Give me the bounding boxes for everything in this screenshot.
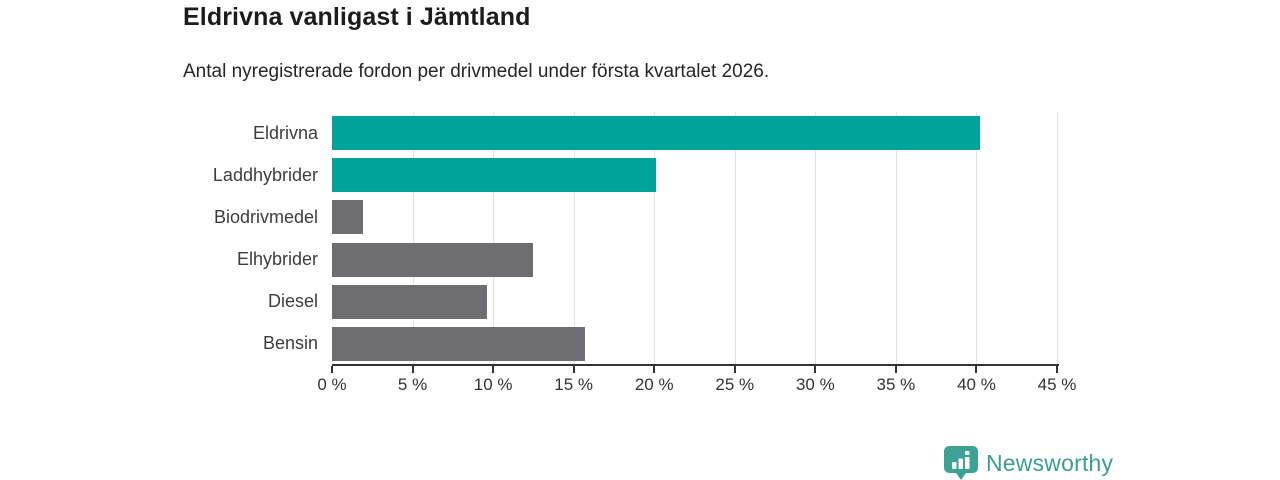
x-tick-0: [331, 366, 333, 373]
x-tick-20: [653, 366, 656, 373]
bar-track: [332, 242, 1057, 277]
category-label-biodrivmedel: Biodrivmedel: [213, 206, 318, 227]
x-tick-label-5: 5 %: [397, 375, 428, 394]
x-tick-label-25: 25 %: [715, 375, 755, 394]
bar-chart: Eldrivna Laddhybrider Biodrivmedel Elhybrid…: [183, 112, 1088, 412]
category-label-diesel: Diesel: [267, 291, 318, 312]
x-tick-45: [1056, 366, 1058, 373]
bar-track: [332, 326, 1057, 361]
gridline-20: [654, 112, 656, 365]
bar-biodrivmedel: [332, 200, 363, 235]
x-tick-30: [814, 366, 817, 373]
chart-row-eldrivna: Eldrivna: [183, 112, 1088, 154]
x-tick-label-40: 40 %: [957, 375, 996, 394]
bar-track: [332, 158, 1057, 193]
chart-row-bensin: Bensin: [183, 323, 1088, 365]
x-tick-25: [733, 366, 736, 373]
x-tick-label-30: 30 %: [795, 375, 835, 394]
gridline-40: [976, 112, 978, 365]
newsworthy-logo-icon: [944, 446, 978, 480]
chart-row-elhybrider: Elhybrider: [183, 238, 1088, 280]
gridline-45: [1057, 112, 1058, 365]
category-label-eldrivna: Eldrivna: [252, 122, 318, 143]
x-tick-40: [975, 366, 978, 373]
x-tick-label-35: 35 %: [876, 375, 916, 394]
bar-track: [332, 116, 1057, 151]
gridline-25: [734, 112, 736, 365]
category-label-bensin: Bensin: [262, 333, 318, 354]
chart-row-laddhybrider: Laddhybrider: [183, 154, 1088, 196]
x-tick-10: [492, 366, 495, 373]
x-tick-label-15: 15 %: [554, 375, 594, 394]
x-tick-35: [894, 366, 897, 373]
chart-row-diesel: Diesel: [183, 281, 1088, 323]
chart-row-biodrivmedel: Biodrivmedel: [183, 196, 1088, 238]
gridline-30: [815, 112, 817, 365]
chart-subtitle: Antal nyregistrerade fordon per drivmede…: [183, 61, 770, 82]
x-tick-15: [572, 366, 575, 373]
bar-track: [332, 284, 1057, 319]
x-tick-label-10: 10 %: [473, 375, 513, 394]
chart-title: Eldrivna vanligast i Jämtland: [183, 3, 531, 31]
bar-laddhybrider: [332, 158, 656, 193]
x-tick-label-20: 20 %: [634, 375, 674, 394]
bar-bensin: [332, 326, 585, 361]
gridline-15: [573, 112, 575, 365]
plot-area: [332, 112, 1058, 365]
bar-diesel: [332, 284, 487, 319]
bar-track: [332, 200, 1057, 235]
category-label-elhybrider: Elhybrider: [236, 249, 318, 270]
brand-footer: Newsworthy: [944, 446, 1113, 480]
bar-rows: Eldrivna Laddhybrider Biodrivmedel Elhybrid…: [183, 112, 1088, 365]
gridline-35: [895, 112, 897, 365]
bar-eldrivna: [332, 116, 980, 151]
x-axis-line: [332, 364, 1059, 366]
x-tick-label-45: 45 %: [1037, 375, 1077, 394]
x-tick-label-0: 0 %: [317, 375, 347, 394]
brand-name: Newsworthy: [986, 449, 1114, 476]
category-label-laddhybrider: Laddhybrider: [212, 164, 318, 185]
gridline-5: [412, 112, 414, 365]
x-tick-5: [411, 366, 414, 373]
gridline-10: [493, 112, 495, 365]
bar-elhybrider: [332, 242, 534, 277]
